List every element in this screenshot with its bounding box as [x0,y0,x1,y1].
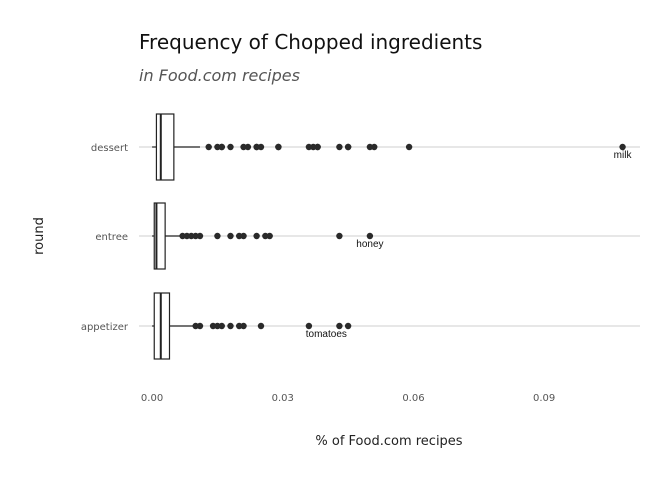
annotation-milk: milk [614,150,633,161]
outlier-point-appetizer [218,322,225,330]
outlier-point-dessert [244,143,252,151]
x-tick-label: 0.06 [402,393,424,404]
outlier-point-entree [196,232,204,240]
y-tick-label-entree: entree [95,232,128,243]
outlier-point-entree [240,232,247,240]
outlier-point-dessert [227,143,234,151]
outlier-point-appetizer [344,322,352,330]
outlier-point-appetizer [227,322,234,330]
outlier-point-entree [266,232,273,240]
outlier-point-entree [253,232,260,240]
box-entree [153,202,166,270]
outlier-point-entree [366,232,374,240]
x-tick-label: 0.03 [272,393,294,404]
outlier-point-dessert [619,143,626,151]
outlier-point-appetizer [240,322,247,330]
outlier-point-dessert [336,143,343,151]
outlier-point-appetizer [305,322,313,330]
outlier-point-dessert [344,143,352,151]
x-axis-title: % of Food.com recipes [315,434,462,449]
annotation-honey: honey [356,239,383,250]
outlier-point-dessert [371,143,378,151]
plot-area: dessert entree appetizer 0.00 0.03 0.06 0.09 mi… [81,113,640,404]
y-axis-title: round [32,217,47,255]
outlier-point-dessert [218,143,225,151]
outlier-point-dessert [205,143,212,151]
chart-title: Frequency of Chopped ingredients [139,30,482,54]
chart-subtitle: in Food.com recipes [139,66,300,85]
x-tick-label: 0.09 [533,393,555,404]
outlier-point-entree [214,232,221,240]
outlier-point-appetizer [336,322,343,330]
outlier-point-dessert [275,143,282,151]
outlier-point-dessert [405,143,413,151]
annotation-tomatoes: tomatoes [306,329,347,340]
outlier-point-entree [227,232,234,240]
outlier-point-dessert [257,143,265,151]
box-appetizer [153,292,171,360]
x-tick-label: 0.00 [141,393,163,404]
box-dessert [155,113,175,181]
outlier-point-appetizer [257,322,265,330]
y-tick-label-appetizer: appetizer [81,322,129,333]
outlier-point-dessert [314,143,321,151]
outlier-point-appetizer [196,322,204,330]
y-tick-label-dessert: dessert [91,143,128,154]
outlier-point-entree [336,232,343,240]
